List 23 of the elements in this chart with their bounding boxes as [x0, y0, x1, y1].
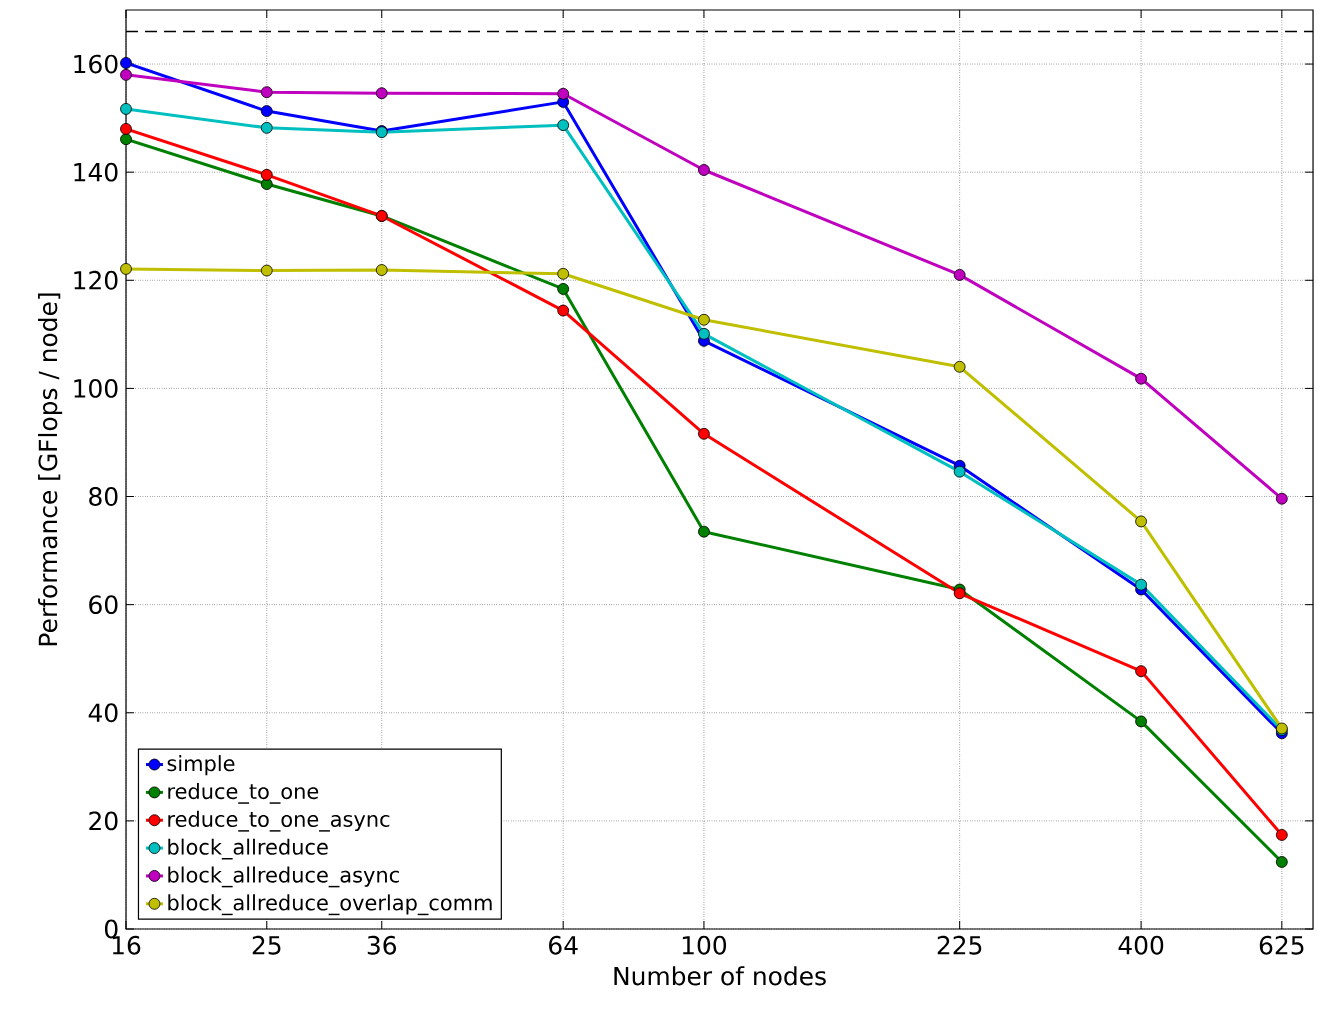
x-tick-label: 36 — [367, 935, 397, 955]
y-tick-label: 100 — [74, 378, 118, 398]
x-tick-label: 100 — [682, 935, 727, 955]
x-tick-label: 25 — [252, 935, 281, 955]
legend-label: reduce_to_one — [168, 782, 319, 804]
y-tick-label: 80 — [89, 487, 118, 506]
y-tick-label: 120 — [74, 270, 118, 290]
legend-label: block_allreduce_overlap_comm — [168, 894, 492, 916]
legend-label: block_allreduce — [168, 838, 328, 860]
legend-label: simple — [167, 755, 235, 776]
y-tick-label: 20 — [89, 811, 118, 831]
x-axis-title: Number of nodes — [614, 966, 826, 986]
y-axis-title: Performance [GFlops / node] — [38, 293, 63, 646]
legend-label: block_allreduce_async — [168, 866, 399, 888]
y-tick-label: 60 — [89, 595, 118, 615]
y-tick-label: 140 — [74, 162, 118, 182]
legend-label: reduce_to_one_async — [168, 810, 390, 832]
x-tick-label: 625 — [1259, 935, 1304, 955]
x-tick-label: 400 — [1118, 935, 1164, 955]
y-tick-label: 40 — [88, 703, 118, 723]
y-tick-label: 160 — [74, 54, 118, 74]
x-tick-label: 64 — [549, 935, 578, 955]
x-tick-label: 225 — [937, 935, 982, 955]
